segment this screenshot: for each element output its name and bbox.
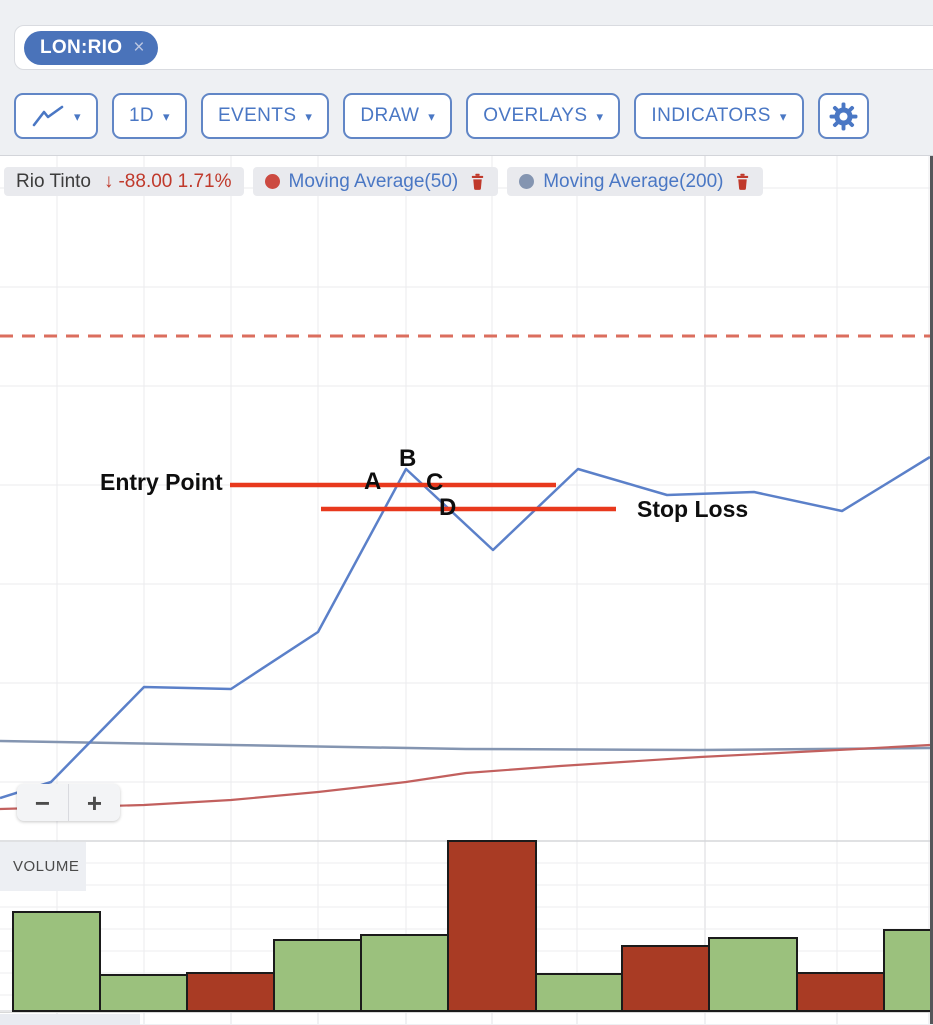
events-button[interactable]: EVENTS ▾ — [200, 93, 330, 139]
ma200-label: Moving Average(200) — [543, 170, 724, 192]
chevron-down-icon: ▾ — [163, 108, 170, 124]
zoom-control: − + — [17, 784, 120, 821]
chart-panel — [0, 156, 930, 1024]
change-percent: 1.71% — [177, 170, 232, 192]
draw-button[interactable]: DRAW ▾ — [343, 93, 453, 139]
change-value: -88.00 — [118, 170, 173, 192]
gear-icon — [829, 102, 858, 130]
toolbar: ▾ 1D ▾ EVENTS ▾ DRAW ▾ OVERLAYS ▾ INDICA… — [14, 93, 869, 139]
trash-icon[interactable] — [469, 172, 486, 191]
chevron-down-icon: ▾ — [305, 108, 313, 124]
chevron-down-icon: ▾ — [74, 108, 81, 124]
ticker-chip-label: LON:RIO — [40, 36, 123, 58]
draw-label: DRAW — [360, 105, 420, 126]
ma200-dot-icon — [519, 174, 535, 189]
chevron-down-icon: ▾ — [779, 108, 787, 124]
timeframe-label: 1D — [128, 105, 155, 126]
ma200-legend: Moving Average(200) — [507, 167, 764, 196]
volume-label: VOLUME — [0, 842, 86, 891]
events-label: EVENTS — [217, 105, 297, 126]
x-axis-strip — [0, 1012, 930, 1025]
ma50-dot-icon — [264, 174, 280, 189]
timeframe-button[interactable]: 1D ▾ — [111, 93, 187, 139]
legend: Rio Tinto ↓ -88.00 1.71% Moving Average(5… — [4, 167, 764, 196]
price-change: ↓ -88.00 1.71% — [104, 171, 232, 193]
overlays-label: OVERLAYS — [483, 105, 588, 126]
overlays-button[interactable]: OVERLAYS ▾ — [466, 93, 621, 139]
ma50-legend: Moving Average(50) — [252, 167, 499, 196]
chevron-down-icon: ▾ — [428, 108, 436, 124]
ticker-search-input[interactable]: LON:RIO × — [14, 25, 933, 70]
right-edge-divider — [930, 155, 933, 1024]
trash-icon[interactable] — [734, 172, 751, 191]
x-axis-scroll-block — [0, 1014, 140, 1025]
toolbar-divider — [0, 155, 933, 156]
ticker-chip[interactable]: LON:RIO × — [24, 30, 158, 65]
line-chart-icon — [32, 105, 64, 127]
settings-button[interactable] — [817, 93, 869, 139]
zoom-in-button[interactable]: + — [86, 787, 103, 818]
indicators-button[interactable]: INDICATORS ▾ — [634, 93, 804, 139]
zoom-out-button[interactable]: − — [17, 784, 69, 821]
ma50-label: Moving Average(50) — [288, 170, 459, 192]
indicators-label: INDICATORS — [651, 105, 771, 126]
close-icon[interactable]: × — [133, 37, 145, 58]
instrument-name: Rio Tinto — [16, 170, 91, 192]
instrument-legend: Rio Tinto ↓ -88.00 1.71% — [4, 167, 244, 196]
chart-type-button[interactable]: ▾ — [14, 93, 98, 139]
chevron-down-icon: ▾ — [596, 108, 604, 124]
down-arrow-icon: ↓ — [103, 170, 114, 192]
